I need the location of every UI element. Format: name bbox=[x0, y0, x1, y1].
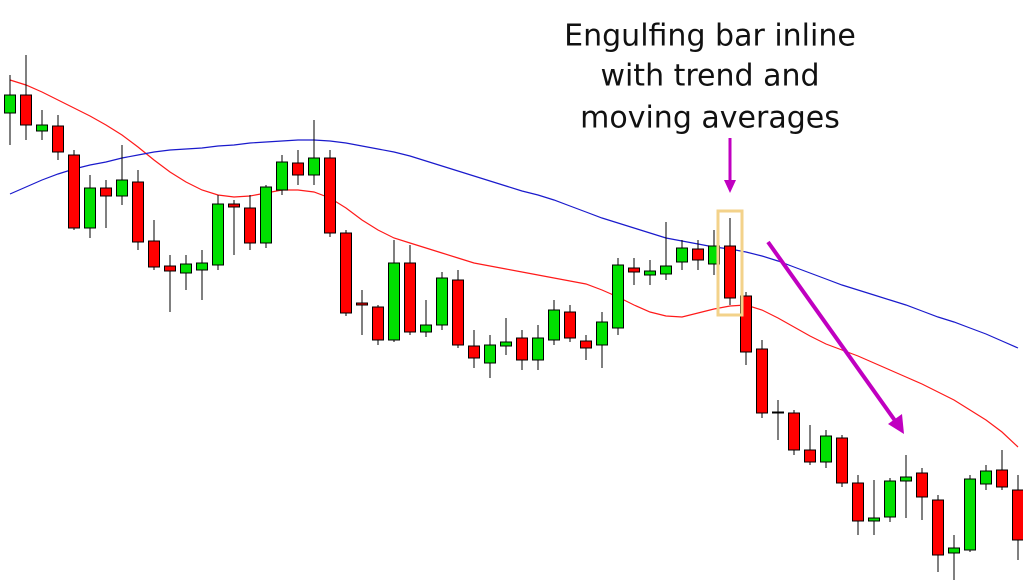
candle-body bbox=[180, 263, 192, 274]
moving-averages bbox=[9, 79, 1019, 448]
candle-body bbox=[196, 262, 208, 271]
candle-body bbox=[500, 341, 512, 347]
candle-body bbox=[52, 125, 64, 153]
candle-body bbox=[532, 337, 544, 361]
candle-body bbox=[836, 437, 848, 484]
candle-body bbox=[596, 321, 608, 346]
candle-body bbox=[932, 499, 944, 556]
candle-body bbox=[164, 265, 176, 272]
candle-body bbox=[404, 262, 416, 333]
candle-body bbox=[916, 472, 928, 498]
candle-body bbox=[724, 245, 736, 299]
candle-body bbox=[372, 306, 384, 341]
candle-body bbox=[756, 348, 768, 414]
candle-body bbox=[484, 344, 496, 364]
candle-body bbox=[644, 270, 656, 276]
candle-body bbox=[388, 262, 400, 341]
candle-body bbox=[772, 411, 784, 414]
candle-body bbox=[740, 295, 752, 353]
candle-body bbox=[228, 203, 240, 208]
candle-body bbox=[660, 265, 672, 275]
arrow bbox=[766, 240, 898, 424]
candle-body bbox=[900, 476, 912, 482]
candle-body bbox=[116, 179, 128, 197]
candle-body bbox=[516, 337, 528, 361]
candle-body bbox=[20, 94, 32, 126]
candle-body bbox=[692, 248, 704, 261]
arrow-head bbox=[724, 180, 736, 193]
candle-body bbox=[580, 340, 592, 349]
candles bbox=[4, 55, 1023, 580]
candle-body bbox=[612, 264, 624, 329]
annotation: moving averages bbox=[580, 101, 840, 136]
candle-body bbox=[68, 154, 80, 229]
candle-body bbox=[788, 412, 800, 451]
candle-body bbox=[340, 232, 352, 314]
candle-body bbox=[964, 478, 976, 551]
candle-body bbox=[468, 345, 480, 359]
candle-body bbox=[324, 157, 336, 234]
candle-body bbox=[628, 267, 640, 273]
candle-body bbox=[292, 162, 304, 176]
candle-body bbox=[852, 482, 864, 522]
candle-body bbox=[868, 517, 880, 522]
candle-body bbox=[1012, 489, 1023, 541]
candle-body bbox=[212, 203, 224, 266]
candle-body bbox=[676, 247, 688, 263]
candle-body bbox=[804, 449, 816, 463]
annotation: Engulfing bar inline bbox=[564, 19, 856, 54]
candle-body bbox=[420, 324, 432, 333]
candle-body bbox=[820, 435, 832, 463]
candle-body bbox=[564, 311, 576, 339]
highlight-box bbox=[716, 209, 744, 317]
candle-body bbox=[84, 187, 96, 229]
candle-body bbox=[36, 124, 48, 132]
candle-body bbox=[276, 161, 288, 191]
arrow-head bbox=[888, 414, 904, 434]
candle-body bbox=[980, 470, 992, 485]
candle-body bbox=[308, 157, 320, 176]
candle-body bbox=[436, 277, 448, 326]
annotation: with trend and bbox=[600, 59, 819, 94]
arrows bbox=[724, 138, 904, 434]
candle-body bbox=[548, 309, 560, 341]
candle-body bbox=[244, 207, 256, 244]
candle-body bbox=[132, 181, 144, 243]
moving-average bbox=[9, 139, 1019, 349]
candle-body bbox=[260, 186, 272, 244]
candle-body bbox=[884, 480, 896, 518]
candle-body bbox=[948, 547, 960, 554]
candle-body bbox=[356, 302, 368, 306]
candle-body bbox=[996, 469, 1008, 488]
candle-body bbox=[452, 279, 464, 346]
candle-body bbox=[4, 94, 16, 114]
candle-body bbox=[100, 187, 112, 197]
moving-average bbox=[9, 79, 1019, 448]
candle-body bbox=[148, 240, 160, 268]
